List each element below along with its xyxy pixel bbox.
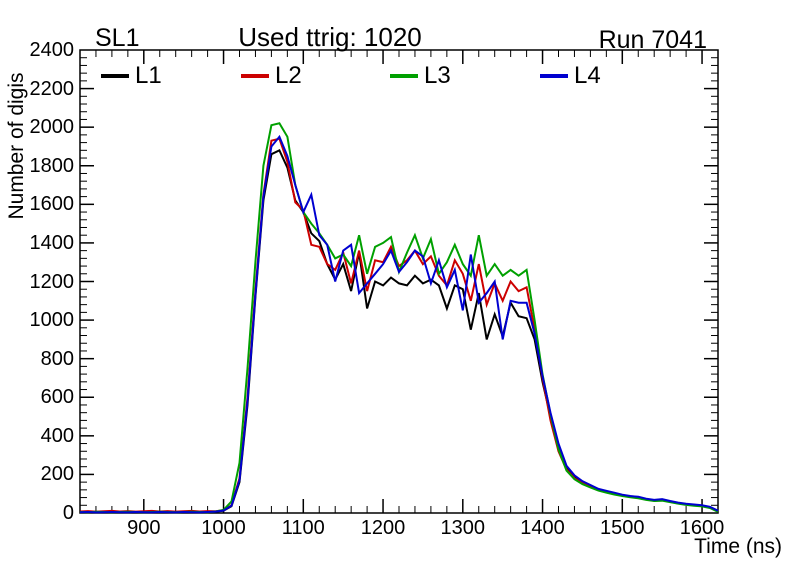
y-tick-label: 2200: [29, 77, 75, 100]
legend-entry-l4: L4: [540, 60, 601, 92]
legend-label-l2: L2: [275, 62, 302, 89]
y-tick-label: 0: [62, 502, 74, 524]
series-line-l1: [79, 148, 719, 514]
y-tick-label: 1400: [29, 231, 75, 254]
legend: L1 L2 L3 L4: [0, 60, 796, 92]
x-axis-title: Time (ns): [694, 535, 782, 558]
x-tick-label: 900: [127, 517, 161, 539]
series-line-l4: [79, 134, 719, 514]
legend-entry-l2: L2: [241, 60, 302, 92]
superlayer-label: SL1: [95, 24, 140, 52]
legend-label-l4: L4: [574, 62, 601, 89]
series-line-l3: [79, 122, 719, 514]
x-tick-label: 1600: [679, 517, 725, 539]
y-tick-label: 2000: [29, 116, 75, 139]
y-tick-label: 800: [40, 347, 74, 370]
l2-line-swatch-icon: [241, 74, 269, 78]
y-tick-label: 1000: [29, 309, 75, 332]
y-tick-label: 1200: [29, 270, 75, 293]
x-tick-label: 1000: [201, 517, 246, 539]
x-tick-label: 1100: [281, 517, 325, 539]
legend-label-l3: L3: [424, 62, 451, 89]
x-tick-label: 1300: [440, 517, 486, 539]
series-line-l2: [79, 137, 719, 513]
y-tick-label: 200: [40, 463, 74, 486]
y-tick-label: 1800: [29, 154, 75, 177]
plot-frame: [79, 49, 719, 514]
y-tick-label: 2400: [29, 39, 75, 61]
y-tick-label: 1600: [29, 193, 75, 216]
legend-label-l1: L1: [135, 62, 162, 89]
l3-line-swatch-icon: [390, 74, 418, 78]
legend-entry-l1: L1: [101, 60, 162, 92]
x-tick-label: 1200: [360, 517, 406, 539]
legend-entry-l3: L3: [390, 60, 451, 92]
page-title: Used ttrig: 1020: [238, 22, 422, 52]
l4-line-swatch-icon: [540, 74, 568, 78]
y-tick-label: 400: [40, 424, 74, 447]
x-tick-label: 1400: [520, 517, 565, 539]
x-tick-label: 1500: [600, 517, 645, 539]
l1-line-swatch-icon: [101, 74, 129, 78]
y-tick-label: 600: [40, 386, 74, 409]
